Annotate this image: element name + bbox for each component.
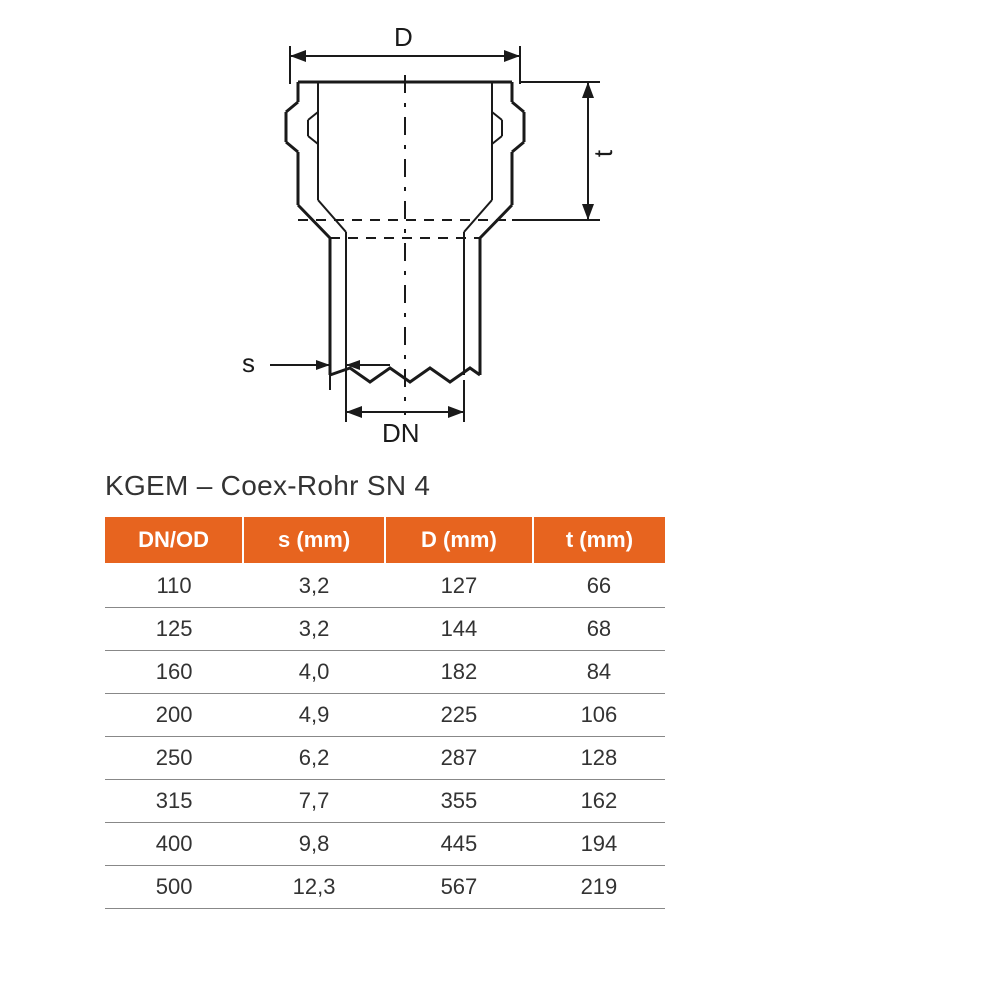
table-cell: 4,9 [243, 694, 385, 737]
table-cell: 68 [533, 608, 665, 651]
table-cell: 128 [533, 737, 665, 780]
table-cell: 144 [385, 608, 533, 651]
table-cell: 84 [533, 651, 665, 694]
table-header-row: DN/OD s (mm) D (mm) t (mm) [105, 516, 665, 564]
table-cell: 445 [385, 823, 533, 866]
table-cell: 3,2 [243, 608, 385, 651]
table-cell: 225 [385, 694, 533, 737]
col-header: D (mm) [385, 516, 533, 564]
table-cell: 162 [533, 780, 665, 823]
table-row: 2004,9225106 [105, 694, 665, 737]
table-row: 3157,7355162 [105, 780, 665, 823]
table-cell: 355 [385, 780, 533, 823]
table-cell: 127 [385, 564, 533, 608]
table-cell: 9,8 [243, 823, 385, 866]
technical-drawing: D t s DN [180, 20, 700, 450]
table-row: 2506,2287128 [105, 737, 665, 780]
table-cell: 400 [105, 823, 243, 866]
table-title: KGEM – Coex-Rohr SN 4 [105, 470, 430, 502]
dim-label-D: D [394, 22, 413, 53]
table-cell: 567 [385, 866, 533, 909]
table-row: 50012,3567219 [105, 866, 665, 909]
table-cell: 182 [385, 651, 533, 694]
table-cell: 125 [105, 608, 243, 651]
col-header: t (mm) [533, 516, 665, 564]
dim-label-t: t [588, 150, 619, 157]
spec-table: DN/OD s (mm) D (mm) t (mm) 1103,21276612… [105, 515, 665, 909]
dim-label-s: s [242, 348, 255, 379]
table-cell: 4,0 [243, 651, 385, 694]
col-header: DN/OD [105, 516, 243, 564]
table-row: 1103,212766 [105, 564, 665, 608]
table-cell: 110 [105, 564, 243, 608]
table-cell: 6,2 [243, 737, 385, 780]
pipe-diagram-svg [180, 20, 700, 450]
table-row: 1604,018284 [105, 651, 665, 694]
table-cell: 106 [533, 694, 665, 737]
table-cell: 500 [105, 866, 243, 909]
table-cell: 66 [533, 564, 665, 608]
table-cell: 250 [105, 737, 243, 780]
table-cell: 12,3 [243, 866, 385, 909]
table-row: 1253,214468 [105, 608, 665, 651]
table-cell: 3,2 [243, 564, 385, 608]
table-row: 4009,8445194 [105, 823, 665, 866]
table-cell: 7,7 [243, 780, 385, 823]
dim-label-DN: DN [382, 418, 420, 449]
table-cell: 287 [385, 737, 533, 780]
table-cell: 194 [533, 823, 665, 866]
table-cell: 200 [105, 694, 243, 737]
table-cell: 315 [105, 780, 243, 823]
table-cell: 219 [533, 866, 665, 909]
col-header: s (mm) [243, 516, 385, 564]
table-cell: 160 [105, 651, 243, 694]
